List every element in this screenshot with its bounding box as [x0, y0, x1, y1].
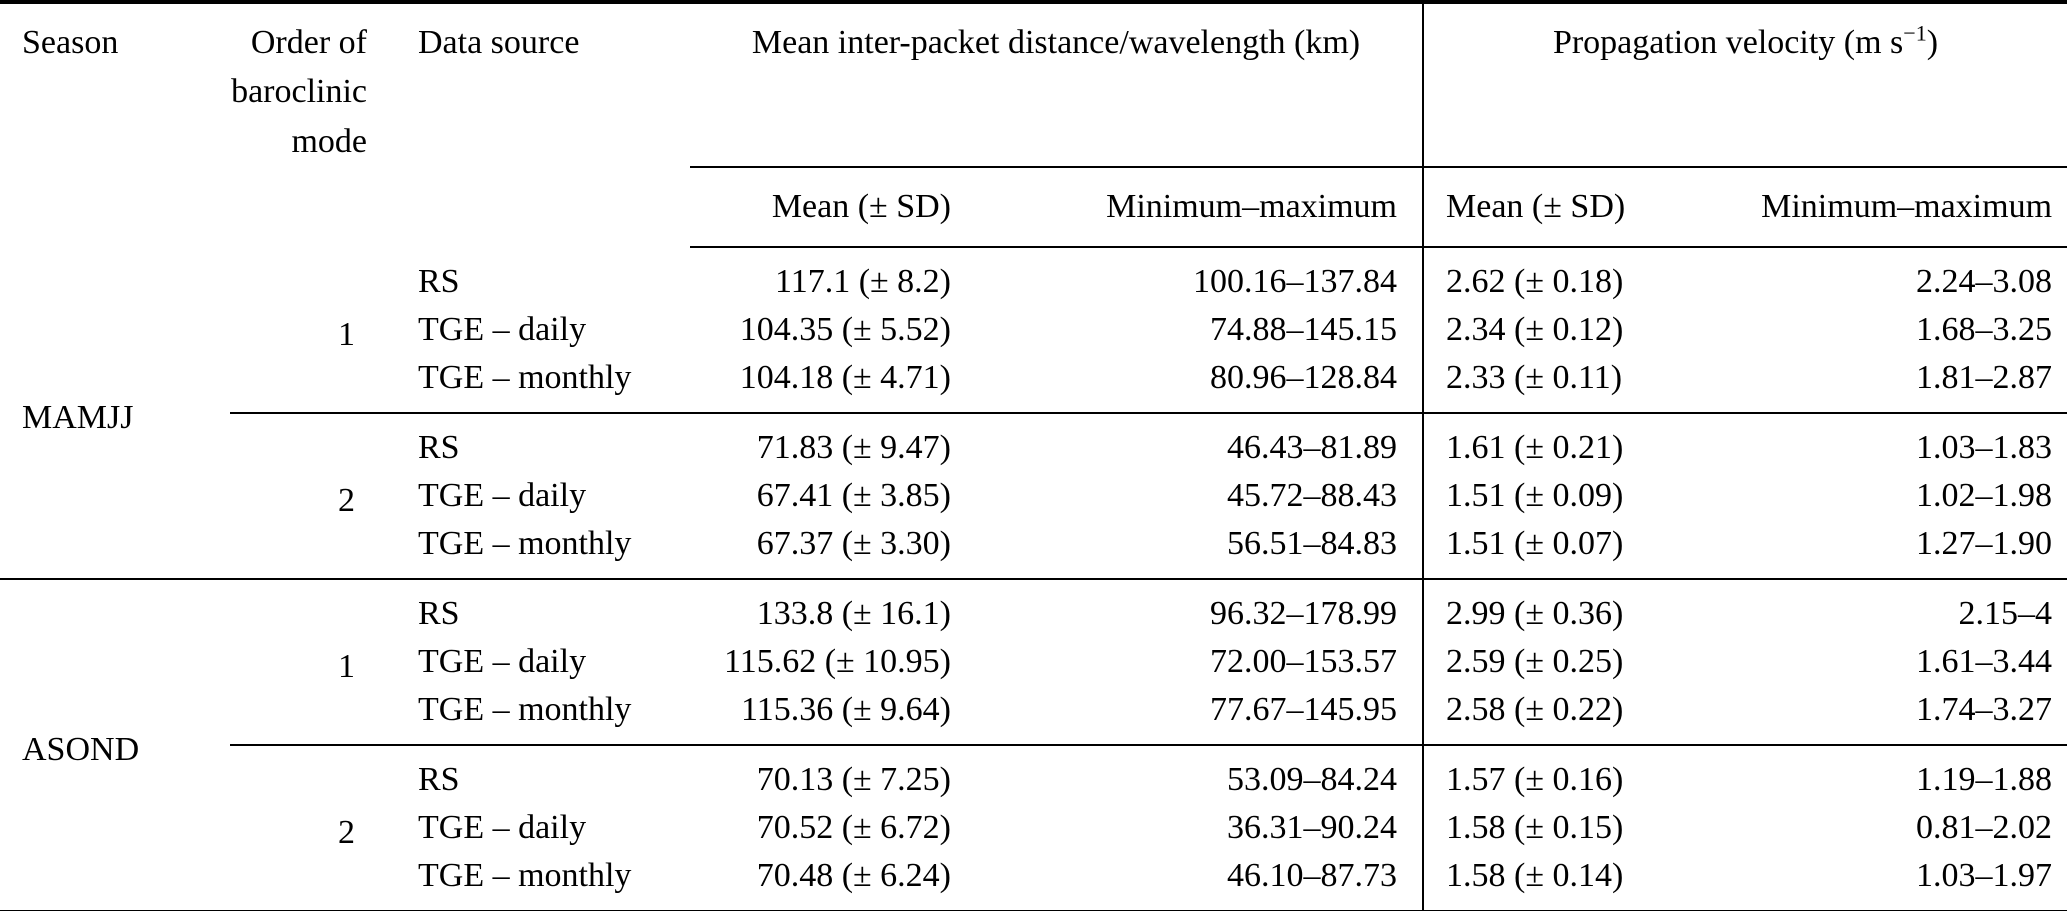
velocity-minmax-cell: 1.03–1.97 — [1916, 857, 2053, 894]
distance-mean-cell: 71.83 (± 9.47) — [690, 412, 965, 472]
velocity-minmax-subheader: Minimum–maximum — [1700, 167, 2067, 248]
season-cell: ASOND — [0, 578, 230, 911]
distance-minmax-cell: 72.00–153.57 — [1210, 643, 1398, 680]
table-header: Season Order of baroclinic mode Data sou… — [0, 2, 2067, 248]
velocity-mean-cell: 2.99 (± 0.36) — [1422, 578, 1701, 638]
velocity-mean-cell: 1.51 (± 0.09) — [1422, 472, 1701, 520]
data-source-cell: TGE – monthly — [418, 525, 632, 562]
data-source-cell: TGE – monthly — [418, 691, 632, 728]
distance-mean-cell: 115.36 (± 9.64) — [740, 691, 951, 728]
data-source-cell: TGE – monthly — [418, 857, 632, 894]
data-source-cell: TGE – monthly — [418, 359, 632, 396]
velocity-minmax-cell: 1.19–1.88 — [1700, 744, 2067, 804]
table-row: TGE – daily 67.41 (± 3.85) 45.72–88.43 1… — [0, 472, 2067, 520]
season-cell: MAMJJ — [22, 398, 134, 436]
velocity-minmax-cell: 0.81–2.02 — [1916, 809, 2053, 846]
distance-mean-cell: 70.48 (± 6.24) — [756, 857, 951, 894]
distance-minmax-cell: 80.96–128.84 — [1210, 359, 1398, 396]
distance-minmax-cell: 100.16–137.84 — [1193, 263, 1398, 300]
velocity-mean-cell: 2.34 (± 0.12) — [1422, 306, 1701, 354]
distance-minmax-cell: 46.43–81.89 — [965, 412, 1424, 472]
velocity-mean-cell: 2.33 (± 0.11) — [1422, 354, 1701, 413]
table-row: 2 RS 70.13 (± 7.25) 53.09–84.24 1.57 (± … — [0, 744, 2067, 911]
table-row: TGE – daily 70.52 (± 6.72) 36.31–90.24 1… — [0, 804, 2067, 852]
velocity-minmax-cell: 1.81–2.87 — [1916, 359, 2053, 396]
velocity-minmax-cell: 1.02–1.98 — [1916, 477, 2053, 514]
distance-minmax-cell: 36.31–90.24 — [1227, 809, 1398, 846]
velocity-mean-subheader: Mean (± SD) — [1422, 167, 1701, 248]
data-source-cell: RS — [385, 578, 690, 638]
table-row: TGE – monthly 67.37 (± 3.30) 56.51–84.83… — [0, 520, 2067, 579]
distance-mean-cell: 67.41 (± 3.85) — [756, 477, 951, 514]
distance-mean-cell: 104.35 (± 5.52) — [739, 311, 951, 348]
data-source-cell: TGE – daily — [418, 477, 587, 514]
distance-mean-cell: 133.8 (± 16.1) — [690, 578, 965, 638]
velocity-minmax-cell: 1.68–3.25 — [1916, 311, 2053, 348]
distance-mean-cell: 117.1 (± 8.2) — [774, 263, 951, 300]
velocity-group-header: Propagation velocity (m s−1) — [1422, 2, 2067, 168]
velocity-mean-cell: 1.58 (± 0.14) — [1422, 852, 1701, 911]
velocity-mean-cell: 1.58 (± 0.15) — [1422, 804, 1701, 852]
distance-minmax-cell: 74.88–145.15 — [1210, 311, 1398, 348]
data-source-cell: TGE – daily — [418, 643, 587, 680]
mode-cell: 1 — [230, 578, 385, 745]
table-row: TGE – monthly 70.48 (± 6.24) 46.10–87.73… — [0, 852, 2067, 911]
velocity-minmax-cell: 1.74–3.27 — [1916, 691, 2053, 728]
season-column-header: Season — [22, 24, 119, 61]
velocity-group-header-text: Propagation velocity (m s — [1552, 24, 1904, 61]
distance-mean-subheader: Mean (± SD) — [690, 167, 965, 248]
velocity-mean-cell: 1.61 (± 0.21) — [1422, 412, 1701, 472]
distance-mean-cell: 104.18 (± 4.71) — [739, 359, 951, 396]
velocity-minmax-cell: 1.61–3.44 — [1916, 643, 2053, 680]
table-row: TGE – daily 104.35 (± 5.52) 74.88–145.15… — [0, 306, 2067, 354]
velocity-mean-cell: 1.51 (± 0.07) — [1422, 520, 1701, 579]
velocity-mean-cell: 2.62 (± 0.18) — [1422, 247, 1701, 306]
distance-mean-cell: 67.37 (± 3.30) — [756, 525, 951, 562]
distance-minmax-cell: 96.32–178.99 — [965, 578, 1424, 638]
velocity-mean-cell: 2.58 (± 0.22) — [1422, 686, 1701, 745]
data-source-cell: RS — [385, 744, 690, 804]
velocity-mean-cell: 1.57 (± 0.16) — [1422, 744, 1701, 804]
mode-column-header: Order of baroclinic mode — [231, 24, 367, 160]
distance-group-header: Mean inter-packet distance/wavelength (k… — [690, 2, 1424, 168]
data-source-cell: TGE – daily — [418, 311, 587, 348]
data-source-column-header: Data source — [418, 24, 580, 61]
table-body: MAMJJ 1 RS 117.1 (± 8.2) 100.16–137.84 2… — [0, 247, 2067, 911]
distance-mean-cell: 115.62 (± 10.95) — [723, 643, 951, 680]
distance-minmax-subheader: Minimum–maximum — [965, 167, 1424, 248]
table-row: 2 RS 71.83 (± 9.47) 46.43–81.89 1.61 (± … — [0, 412, 2067, 579]
table-row: TGE – monthly 115.36 (± 9.64) 77.67–145.… — [0, 686, 2067, 745]
distance-minmax-cell: 45.72–88.43 — [1227, 477, 1398, 514]
mode-cell: 2 — [230, 744, 385, 911]
distance-mean-cell: 70.13 (± 7.25) — [690, 744, 965, 804]
velocity-group-header-close: ) — [1926, 24, 1939, 61]
header-row-sub: Mean (± SD) Minimum–maximum Mean (± SD) … — [0, 167, 2067, 248]
velocity-minmax-cell: 1.27–1.90 — [1916, 525, 2053, 562]
mode-cell: 1 — [338, 315, 355, 353]
distance-minmax-cell: 46.10–87.73 — [1227, 857, 1398, 894]
velocity-minmax-cell: 2.24–3.08 — [1916, 263, 2053, 300]
data-source-cell: RS — [418, 262, 460, 300]
velocity-mean-cell: 2.59 (± 0.25) — [1422, 638, 1701, 686]
data-source-cell: TGE – daily — [418, 809, 587, 846]
data-source-cell: RS — [385, 412, 690, 472]
distance-minmax-cell: 77.67–145.95 — [1210, 691, 1398, 728]
mode-cell: 2 — [230, 412, 385, 579]
header-row-main: Season Order of baroclinic mode Data sou… — [0, 2, 2067, 168]
table-row: TGE – daily 115.62 (± 10.95) 72.00–153.5… — [0, 638, 2067, 686]
velocity-minmax-cell: 2.15–4 — [1700, 578, 2067, 638]
table-row: MAMJJ 1 RS 117.1 (± 8.2) 100.16–137.84 2… — [0, 247, 2067, 436]
velocity-unit-exponent: −1 — [1903, 20, 1927, 46]
distance-minmax-cell: 53.09–84.24 — [965, 744, 1424, 804]
velocity-minmax-cell: 1.03–1.83 — [1700, 412, 2067, 472]
distance-minmax-cell: 56.51–84.83 — [1227, 525, 1398, 562]
distance-mean-cell: 70.52 (± 6.72) — [756, 809, 951, 846]
table-row: ASOND 1 RS 133.8 (± 16.1) 96.32–178.99 2… — [0, 578, 2067, 911]
table-row: TGE – monthly 104.18 (± 4.71) 80.96–128.… — [0, 354, 2067, 413]
